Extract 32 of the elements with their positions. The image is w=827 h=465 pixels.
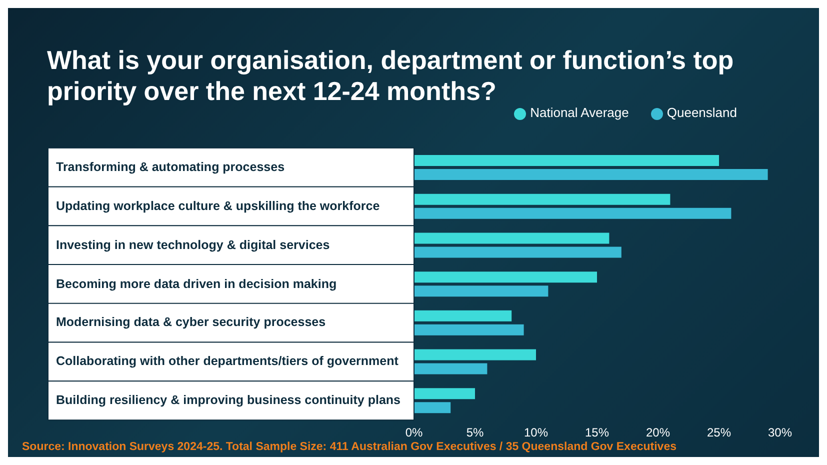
y-tick-label: Updating workplace culture & upskilling the workforce xyxy=(56,198,381,215)
bar xyxy=(414,208,732,219)
x-tick-label: 25% xyxy=(706,426,732,440)
bar xyxy=(414,349,536,360)
x-tick-label: 15% xyxy=(584,426,610,440)
x-tick-label: 30% xyxy=(768,426,792,440)
y-tick-label: Becoming more data driven in decision making xyxy=(56,276,338,293)
x-tick-label: 5% xyxy=(466,426,484,440)
bar xyxy=(414,272,597,283)
chart-title: What is your organisation, department or function’s top priority over the next 12-24 months? xyxy=(47,45,734,106)
legend-label: Queensland xyxy=(666,105,737,120)
legend-label: National Average xyxy=(530,105,629,120)
bar xyxy=(414,402,451,414)
bar xyxy=(414,310,512,322)
bar xyxy=(414,168,768,180)
source-note: Source: Innovation Surveys 2024-25. Total Sample Size: 411 Australian Gov Executives / 35 Queensland Gov Executives xyxy=(22,441,676,453)
x-tick-label: 0% xyxy=(405,426,423,440)
bar xyxy=(414,194,670,205)
bar xyxy=(414,286,548,297)
bar xyxy=(414,232,610,244)
y-tick-label: Investing in new technology & digital services xyxy=(56,236,331,254)
x-tick-label: 20% xyxy=(646,426,670,440)
y-tick-label: Building resiliency & improving business continuity plans xyxy=(56,392,402,410)
y-tick-label: Modernising data & cyber security processes xyxy=(56,314,327,332)
bar xyxy=(414,154,719,166)
bar xyxy=(414,324,524,336)
bar xyxy=(414,363,488,374)
y-tick-label: Collaborating with other departments/tiers of government xyxy=(56,353,400,370)
bar xyxy=(414,388,475,400)
y-tick-label: Transforming & automating processes xyxy=(56,158,286,176)
x-tick-label: 10% xyxy=(524,426,548,440)
bar xyxy=(414,246,622,258)
